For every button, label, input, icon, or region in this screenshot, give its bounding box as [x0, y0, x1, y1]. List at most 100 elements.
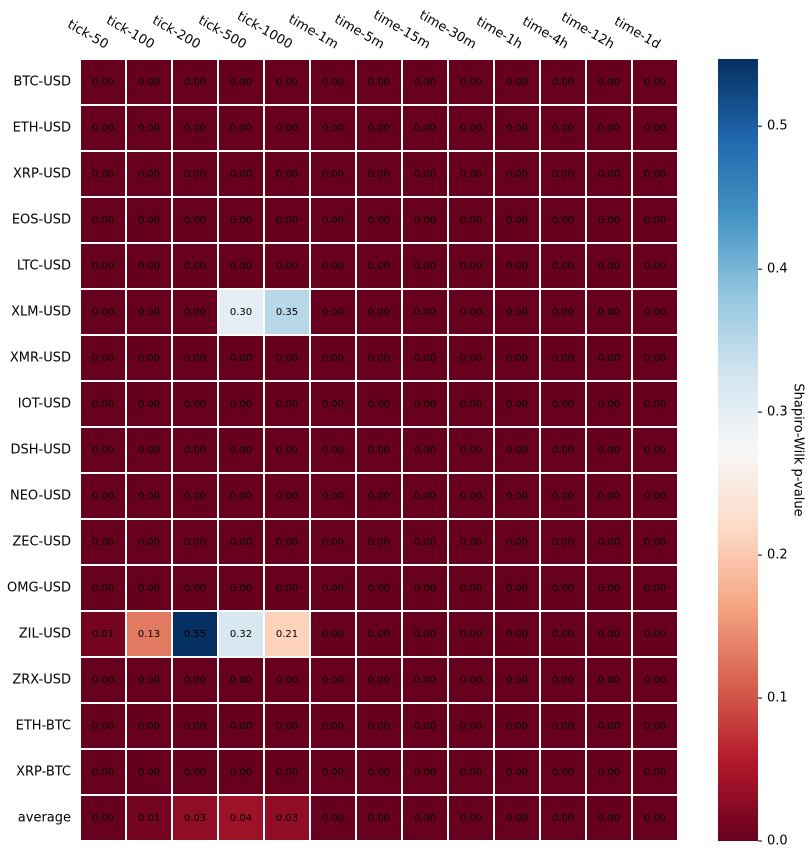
cell-value-label: 0.00	[644, 77, 666, 88]
heatmap-cell	[541, 750, 585, 794]
cell-value-label: 0.00	[92, 77, 114, 88]
cell-value-label: 0.00	[322, 537, 344, 548]
heatmap-cell	[495, 658, 539, 702]
heatmap-cell	[81, 474, 125, 518]
heatmap-cell	[541, 428, 585, 472]
heatmap-cell	[449, 382, 493, 426]
cell-value-label: 0.00	[414, 767, 436, 778]
cell-value-label: 0.00	[230, 215, 252, 226]
heatmap-cell	[173, 704, 217, 748]
heatmap-cell	[587, 428, 631, 472]
cell-value-label: 0.00	[644, 169, 666, 180]
cell-value-label: 0.00	[552, 721, 574, 732]
heatmap-cell	[357, 750, 401, 794]
heatmap-cell	[81, 520, 125, 564]
cell-value-label: 0.00	[138, 491, 160, 502]
cell-value-label: 0.00	[644, 629, 666, 640]
cell-value-label: 0.00	[644, 491, 666, 502]
heatmap-cell	[403, 658, 447, 702]
colorbar-tick-label: 0.2	[767, 548, 788, 563]
heatmap-cell	[541, 244, 585, 288]
cell-value-label: 0.00	[184, 767, 206, 778]
heatmap-cell	[81, 152, 125, 196]
cell-value-label: 0.00	[598, 583, 620, 594]
cell-value-label: 0.00	[414, 215, 436, 226]
heatmap-cell	[633, 198, 677, 242]
cell-value-label: 0.00	[552, 767, 574, 778]
cell-value-label: 0.00	[276, 445, 298, 456]
cell-value-label: 0.00	[506, 215, 528, 226]
cell-value-label: 0.00	[230, 537, 252, 548]
heatmap-cell	[219, 704, 263, 748]
heatmap-cell	[265, 290, 309, 334]
heatmap-cell	[587, 382, 631, 426]
cell-value-label: 0.00	[644, 353, 666, 364]
cell-value-label: 0.00	[460, 721, 482, 732]
cell-value-label: 0.00	[368, 767, 390, 778]
cell-value-label: 0.00	[460, 169, 482, 180]
cell-value-label: 0.00	[460, 767, 482, 778]
cell-value-label: 0.00	[184, 399, 206, 410]
colorbar-tick-label: 0.0	[767, 834, 788, 849]
row-label: XLM-USD	[11, 305, 71, 320]
heatmap-cell	[633, 520, 677, 564]
heatmap-cell	[81, 60, 125, 104]
heatmap-cell	[403, 244, 447, 288]
cell-value-label: 0.00	[644, 537, 666, 548]
cell-value-label: 0.00	[460, 583, 482, 594]
cell-value-label: 0.00	[92, 261, 114, 272]
heatmap-cell	[173, 290, 217, 334]
cell-value-label: 0.00	[552, 261, 574, 272]
cell-value-label: 0.00	[92, 491, 114, 502]
heatmap-cell	[403, 198, 447, 242]
cell-value-label: 0.00	[598, 491, 620, 502]
heatmap-cell	[403, 106, 447, 150]
heatmap-cell	[449, 474, 493, 518]
heatmap-cell	[495, 198, 539, 242]
cell-value-label: 0.00	[506, 77, 528, 88]
heatmap-cell	[403, 704, 447, 748]
cell-value-label: 0.00	[414, 307, 436, 318]
heatmap-cell	[495, 474, 539, 518]
cell-value-label: 0.00	[506, 445, 528, 456]
cell-value-label: 0.32	[230, 629, 252, 640]
heatmap-cell	[127, 290, 171, 334]
heatmap-cell	[449, 428, 493, 472]
cell-value-label: 0.00	[414, 353, 436, 364]
heatmap-cell	[127, 60, 171, 104]
cell-value-label: 0.00	[184, 721, 206, 732]
heatmap-cell	[311, 612, 355, 656]
cell-value-label: 0.00	[414, 721, 436, 732]
cell-value-label: 0.00	[644, 675, 666, 686]
heatmap-cell	[219, 336, 263, 380]
cell-value-label: 0.01	[92, 629, 114, 640]
heatmap-cell	[403, 336, 447, 380]
cell-value-label: 0.00	[552, 491, 574, 502]
heatmap-cell	[219, 612, 263, 656]
heatmap-cell	[311, 704, 355, 748]
cell-value-label: 0.00	[506, 123, 528, 134]
cell-value-label: 0.00	[184, 215, 206, 226]
cell-value-label: 0.00	[598, 123, 620, 134]
heatmap-cell	[311, 566, 355, 610]
cell-value-label: 0.00	[552, 307, 574, 318]
cell-value-label: 0.00	[552, 77, 574, 88]
cell-value-label: 0.00	[230, 353, 252, 364]
cell-value-label: 0.00	[368, 307, 390, 318]
cell-value-label: 0.00	[552, 583, 574, 594]
heatmap-cell	[219, 520, 263, 564]
heatmap-cell	[311, 428, 355, 472]
cell-value-label: 0.00	[368, 123, 390, 134]
heatmap-cell	[449, 566, 493, 610]
heatmap-cell	[81, 566, 125, 610]
heatmap-cell	[449, 704, 493, 748]
heatmap-cell	[265, 244, 309, 288]
cell-value-label: 0.00	[322, 307, 344, 318]
cell-value-label: 0.00	[598, 537, 620, 548]
heatmap-cell	[311, 796, 355, 840]
heatmap-cell	[541, 198, 585, 242]
cell-value-label: 0.00	[184, 261, 206, 272]
row-label: LTC-USD	[17, 259, 71, 274]
col-label: tick-200	[149, 13, 202, 52]
cell-value-label: 0.00	[322, 77, 344, 88]
